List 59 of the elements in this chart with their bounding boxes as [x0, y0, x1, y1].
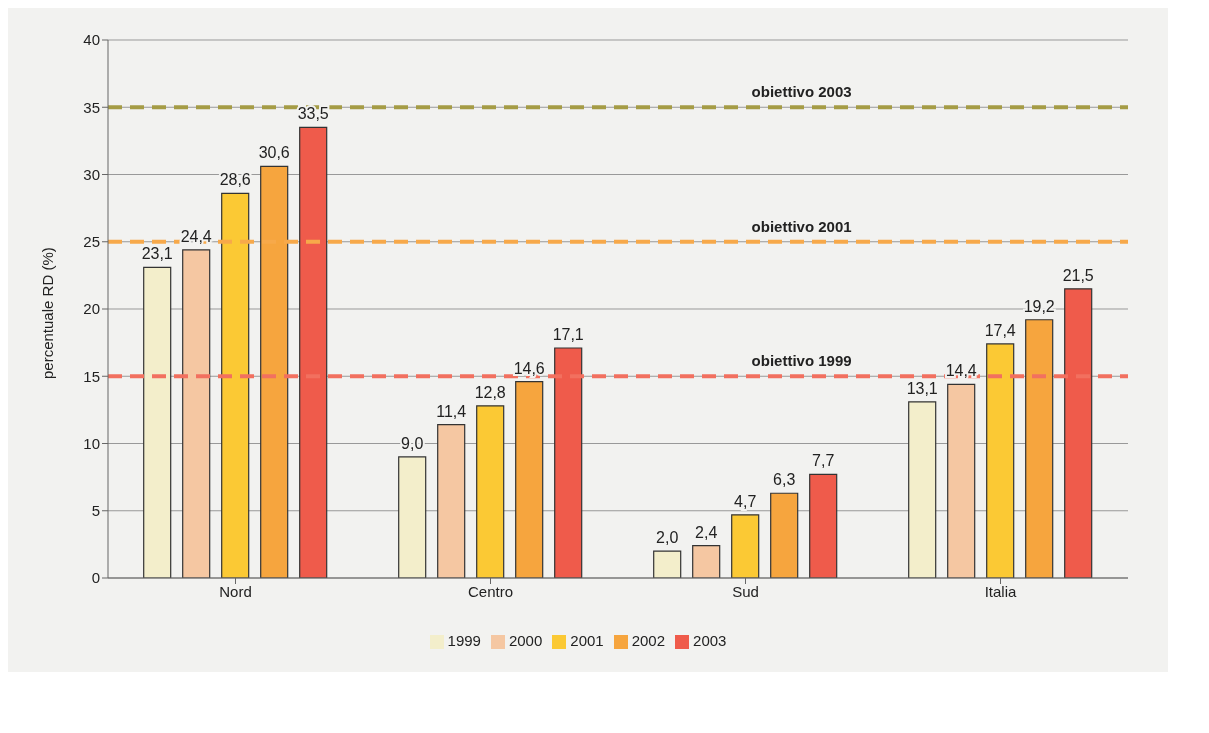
bar [809, 473, 838, 578]
data-label: 13,1 [906, 379, 938, 397]
bar [398, 456, 427, 578]
bar [299, 126, 328, 578]
y-tick-label: 40 [83, 31, 100, 49]
bar [143, 266, 172, 578]
bar [437, 424, 466, 578]
bar [908, 401, 937, 578]
legend-label: 2001 [570, 632, 604, 649]
y-axis-title: percentuale RD (%) [39, 247, 57, 379]
legend-label: 2000 [508, 632, 543, 649]
legend-label: 2003 [693, 632, 727, 649]
y-tick-label: 15 [83, 367, 100, 385]
data-label: 30,6 [258, 144, 290, 162]
bar [554, 347, 583, 578]
bar [182, 249, 211, 578]
data-label: 12,8 [474, 383, 506, 401]
data-label: 23,1 [141, 245, 173, 263]
bar [515, 381, 544, 578]
x-tick-label: Centro [467, 582, 514, 600]
y-tick-label: 25 [83, 233, 100, 251]
bar [476, 405, 505, 578]
legend-label: 2002 [631, 632, 666, 649]
x-tick-label: Italia [984, 582, 1017, 600]
data-label: 17,4 [984, 321, 1016, 339]
bar [692, 545, 721, 578]
legend-label: 1999 [447, 632, 481, 649]
bar [770, 492, 799, 578]
bar [731, 514, 760, 578]
data-label: 6,3 [773, 471, 796, 489]
bar [1064, 288, 1093, 578]
bar [221, 192, 250, 578]
data-label: 28,6 [219, 171, 251, 189]
x-tick-label: Sud [732, 582, 759, 600]
y-tick-label: 0 [91, 569, 100, 587]
y-tick-label: 20 [83, 300, 100, 318]
x-tick-label: Nord [219, 582, 252, 600]
data-label: 14,6 [513, 359, 545, 377]
data-label: 4,7 [734, 492, 757, 510]
bar [986, 343, 1015, 578]
data-label: 7,7 [812, 452, 835, 470]
bar [1025, 319, 1054, 578]
bar [653, 550, 682, 578]
data-label: 9,0 [401, 434, 424, 452]
bar [947, 383, 976, 578]
y-tick-label: 10 [83, 434, 100, 452]
y-tick-label: 30 [83, 165, 100, 183]
data-label: 2,4 [695, 523, 718, 541]
ref-line-label: obiettivo 2001 [751, 217, 852, 235]
data-label: 17,1 [552, 326, 584, 344]
ref-line-label: obiettivo 1999 [751, 352, 852, 370]
y-tick-label: 35 [83, 98, 100, 116]
data-label: 21,5 [1062, 266, 1094, 284]
data-label: 33,5 [297, 105, 329, 123]
y-tick-label: 5 [91, 502, 100, 520]
data-label: 19,2 [1023, 297, 1055, 315]
data-label: 11,4 [436, 402, 467, 420]
ref-line-label: obiettivo 2003 [751, 83, 852, 101]
data-label: 2,0 [656, 529, 679, 547]
